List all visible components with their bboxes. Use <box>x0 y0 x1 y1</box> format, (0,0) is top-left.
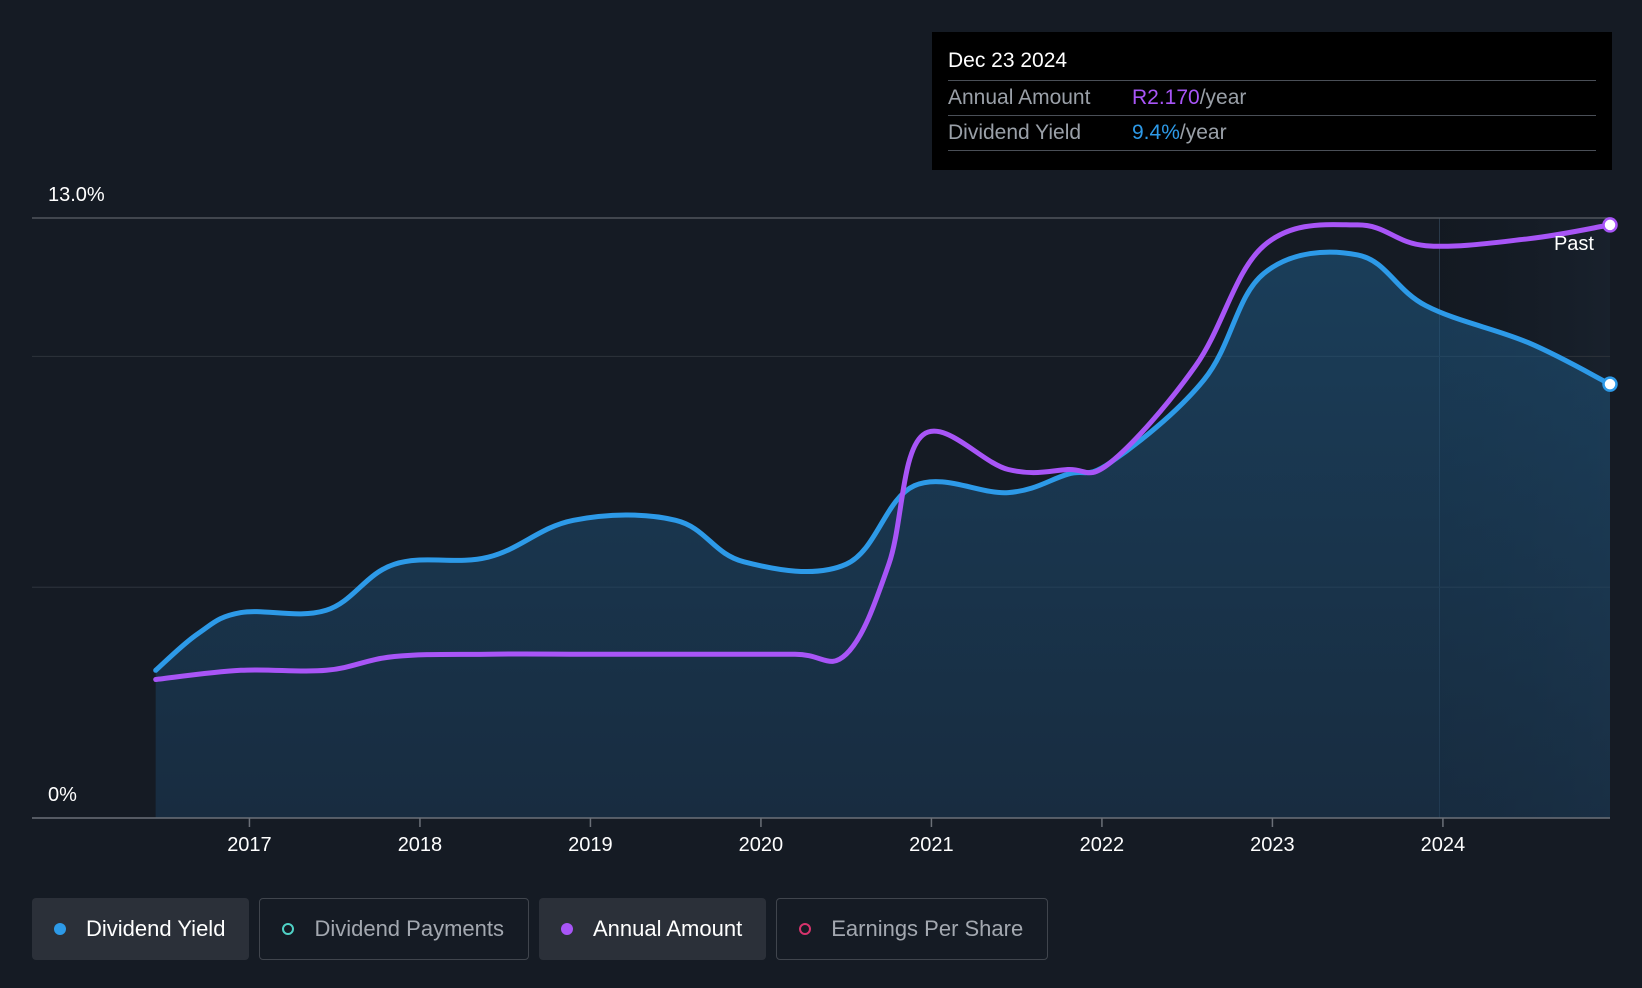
x-tick-label: 2022 <box>1080 834 1125 856</box>
legend-item-dividend-yield[interactable]: Dividend Yield <box>32 898 250 960</box>
x-tick-label: 2024 <box>1421 834 1466 856</box>
tooltip-label: Dividend Yield <box>948 121 1082 144</box>
x-tick-label: 2020 <box>739 834 784 856</box>
legend-item-earnings-per-share[interactable]: Earnings Per Share <box>776 898 1049 960</box>
tooltip-row-annual-amount: Annual Amount R2.170 /year <box>948 81 1596 116</box>
legend-dot-icon <box>282 923 295 935</box>
legend-label: Dividend Payments <box>314 916 504 941</box>
legend: Dividend Yield Dividend Payments Annual … <box>32 898 1049 960</box>
x-tick-label: 2023 <box>1250 834 1295 856</box>
legend-item-dividend-payments[interactable]: Dividend Payments <box>259 898 529 960</box>
annual-amount-end-point <box>1602 217 1618 233</box>
legend-label: Annual Amount <box>592 916 743 941</box>
tooltip-value: 9.4% <box>1132 121 1180 144</box>
x-tick-label: 2021 <box>909 834 954 856</box>
x-tick-label: 2017 <box>227 834 272 856</box>
tooltip-panel: Dec 23 2024 Annual Amount R2.170 /year D… <box>932 32 1612 170</box>
tooltip-unit: /year <box>1179 121 1227 144</box>
tooltip-label: Annual Amount <box>948 86 1091 109</box>
legend-item-annual-amount[interactable]: Annual Amount <box>538 898 767 960</box>
past-label: Past <box>1554 233 1594 255</box>
y-tick-label-bottom: 0% <box>48 784 77 806</box>
dividend-yield-area <box>155 252 1610 818</box>
x-tick-label: 2019 <box>568 834 613 856</box>
x-tick-label: 2018 <box>398 834 443 856</box>
legend-label: Earnings Per Share <box>831 916 1024 941</box>
legend-label: Dividend Yield <box>86 916 226 941</box>
dividend-yield-line <box>153 249 1613 673</box>
tooltip-value: R2.170 <box>1132 86 1200 109</box>
tooltip-date: Dec 23 2024 <box>948 46 1596 81</box>
annual-amount-line <box>153 222 1613 682</box>
legend-dot-icon <box>799 923 812 935</box>
tooltip-row-dividend-yield: Dividend Yield 9.4% /year <box>948 116 1596 151</box>
dividend-chart: 2017 2018 2019 2020 2021 2022 2023 2024 13.0% 0%… <box>32 32 1618 856</box>
y-tick-label-top: 13.0% <box>48 184 105 206</box>
legend-dot-icon <box>54 923 66 935</box>
dividend-yield-end-point <box>1602 376 1618 392</box>
tooltip-unit: /year <box>1199 86 1247 109</box>
legend-dot-icon <box>560 923 573 935</box>
chart-canvas: 2017 2018 2019 2020 2021 2022 2023 2024 13.0% 0%… <box>32 184 1618 856</box>
